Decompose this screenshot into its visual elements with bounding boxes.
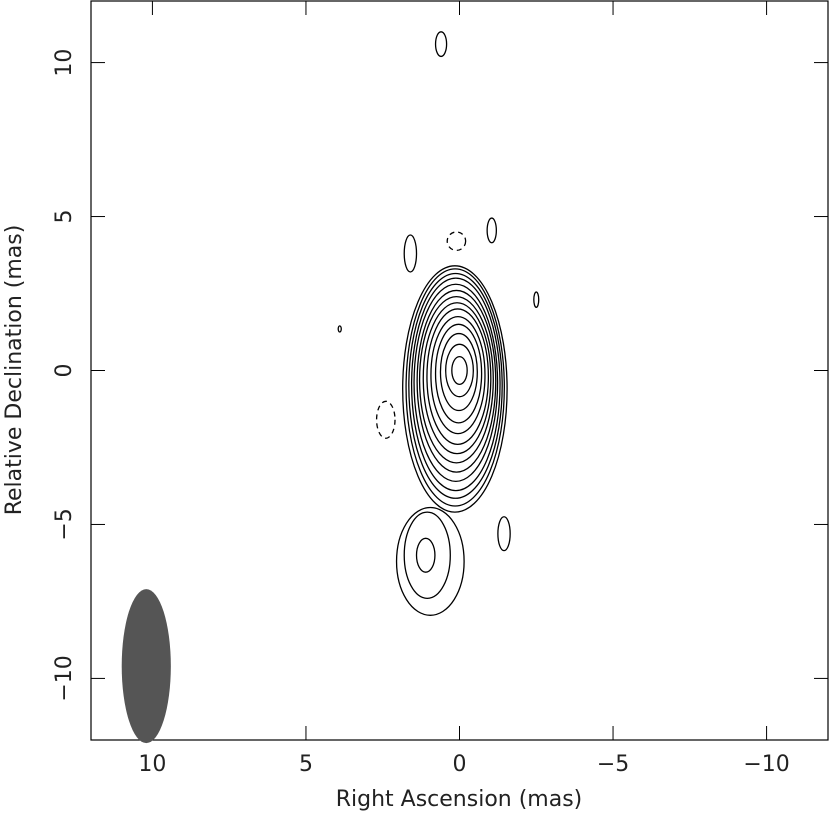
contour xyxy=(430,315,486,435)
contour xyxy=(422,302,492,455)
x-tick-label: 5 xyxy=(299,752,313,777)
contour xyxy=(445,343,474,398)
plot-frame xyxy=(90,0,829,741)
contour xyxy=(418,295,494,464)
contour xyxy=(434,31,448,58)
x-tick-label: −10 xyxy=(743,752,789,777)
contour xyxy=(405,268,505,507)
contour xyxy=(416,289,497,473)
contour xyxy=(375,400,396,439)
x-axis-label: Right Ascension (mas) xyxy=(336,787,583,812)
contour xyxy=(337,325,342,333)
contour xyxy=(426,308,490,446)
contour xyxy=(403,511,451,600)
contour xyxy=(497,516,511,552)
contour xyxy=(413,283,499,483)
beam xyxy=(121,589,171,744)
x-tick-label: −5 xyxy=(597,752,629,777)
contour xyxy=(439,332,478,412)
x-tick-label: 10 xyxy=(138,752,166,777)
contour xyxy=(410,277,501,492)
x-tick-label: 0 xyxy=(453,752,467,777)
y-tick-label: 10 xyxy=(52,49,77,77)
y-axis-label: Relative Declination (mas) xyxy=(2,225,27,516)
contour xyxy=(446,231,467,252)
contour xyxy=(402,265,508,513)
contour xyxy=(533,291,540,309)
contour xyxy=(395,506,465,616)
contour xyxy=(415,537,436,573)
y-tick-label: 0 xyxy=(52,364,77,378)
contour xyxy=(408,272,503,499)
contour xyxy=(451,355,468,386)
y-tick-label: −10 xyxy=(52,655,77,701)
contour xyxy=(403,234,418,273)
contour xyxy=(434,323,483,424)
y-tick-label: −5 xyxy=(52,508,77,540)
contour xyxy=(486,217,497,244)
y-tick-label: 5 xyxy=(52,210,77,224)
